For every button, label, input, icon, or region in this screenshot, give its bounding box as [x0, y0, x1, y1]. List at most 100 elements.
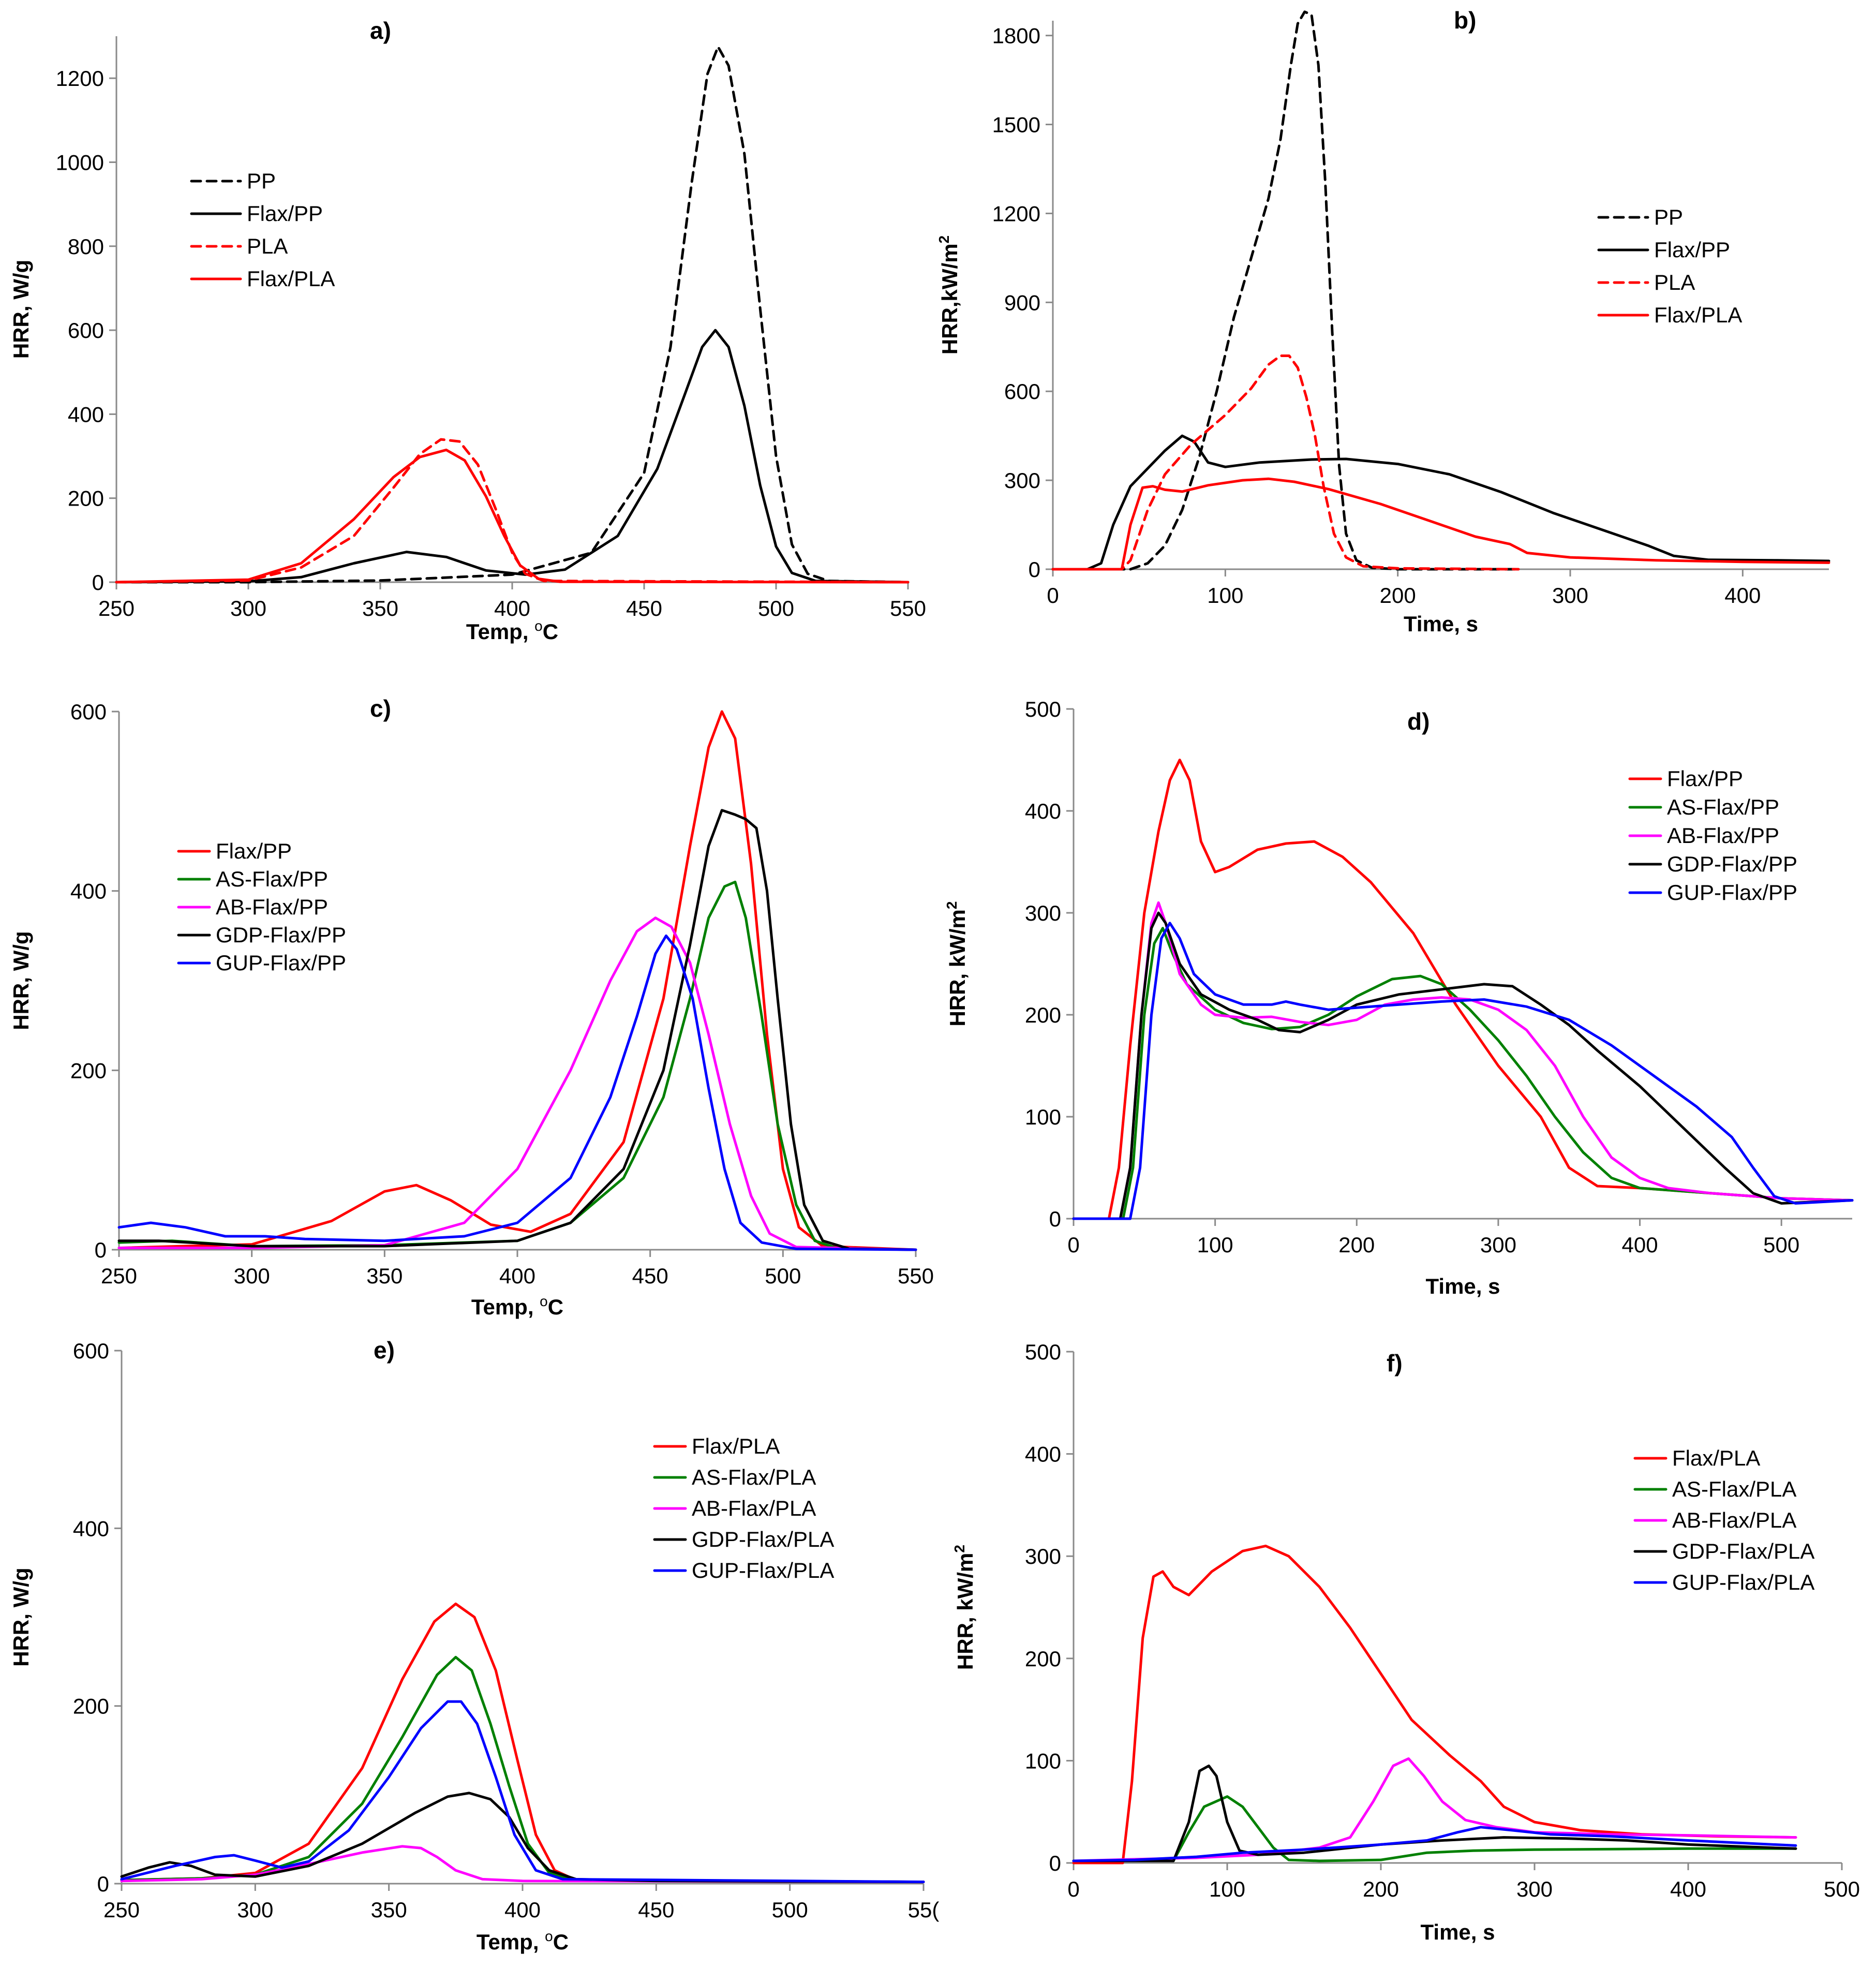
x-tick-label: 200 — [1363, 1877, 1399, 1901]
legend-label: Flax/PLA — [247, 267, 335, 291]
panel-a: 0 200 400 600 800 1000 1200 250 300 350 400 450 500 5… — [9, 17, 926, 644]
series-line — [1072, 901, 1854, 1220]
x-tick-label: 200 — [1338, 1233, 1375, 1257]
x-tick-label: 450 — [626, 596, 662, 620]
y-tick-label: 400 — [73, 1516, 109, 1541]
series-line — [1072, 1764, 1797, 1862]
series-line — [115, 45, 910, 584]
x-axis-title: Temp, oC — [466, 618, 558, 644]
legend-label: AS-Flax/PP — [216, 867, 328, 891]
x-tick-label: 250 — [101, 1264, 137, 1288]
y-axis-title: HRR, W/g — [9, 931, 33, 1030]
series-line — [115, 438, 910, 584]
x-tick-label: 100 — [1207, 583, 1243, 608]
y-tick-label: 600 — [68, 318, 104, 343]
legend-label: Flax/PLA — [692, 1434, 780, 1458]
legend-label: Flax/PLA — [1654, 303, 1742, 327]
x-tick-label: 100 — [1209, 1877, 1245, 1901]
series-line — [1072, 927, 1854, 1220]
panel-b: 0 300 600 900 1200 1500 1800 0 100 200 300 400 b) Tim… — [936, 7, 1830, 636]
x-tick-label: 450 — [638, 1898, 674, 1922]
series-line — [115, 448, 910, 584]
y-tick-label: 600 — [70, 700, 107, 724]
legend-label: Flax/PP — [1667, 766, 1743, 791]
legend-label: PP — [1654, 205, 1683, 229]
series-line — [1072, 1544, 1797, 1865]
series-line — [1051, 434, 1830, 571]
series-line — [1072, 922, 1854, 1220]
x-axis-title: Temp, oC — [471, 1293, 563, 1319]
legend-label: AB-Flax/PP — [1667, 823, 1779, 848]
series-line — [1051, 10, 1520, 571]
x-tick-label: 500 — [765, 1264, 801, 1288]
panel-title: f) — [1387, 1350, 1403, 1377]
x-tick-label: 350 — [366, 1264, 403, 1288]
y-tick-label: 200 — [68, 486, 104, 511]
series-line — [117, 809, 917, 1251]
y-tick-label: 200 — [1025, 1003, 1061, 1027]
panel-title: a) — [370, 17, 391, 44]
x-tick-label: 0 — [1047, 583, 1059, 608]
y-tick-label: 500 — [1025, 697, 1061, 721]
panel-title: d) — [1407, 708, 1430, 735]
y-tick-label: 1200 — [56, 66, 104, 91]
x-tick-label: 0 — [1067, 1233, 1079, 1257]
y-tick-label: 500 — [1025, 1340, 1061, 1364]
series-line — [1072, 1795, 1797, 1862]
panel-title: c) — [370, 695, 391, 722]
legend-label: Flax/PP — [247, 201, 323, 226]
x-tick-label: 400 — [504, 1898, 541, 1922]
legend-label: GDP-Flax/PP — [1667, 852, 1797, 876]
x-tick-label: 250 — [98, 596, 135, 620]
y-tick-label: 0 — [92, 570, 104, 595]
y-axis-title: HRR,kW/m2 — [936, 235, 962, 354]
x-tick-label: 550 — [898, 1264, 934, 1288]
x-tick-label: 400 — [499, 1264, 535, 1288]
x-tick-label: 200 — [1380, 583, 1416, 608]
x-axis-title: Temp, oC — [477, 1928, 569, 1954]
panel-title: e) — [374, 1337, 395, 1364]
y-tick-label: 200 — [1025, 1647, 1061, 1671]
legend-label: GDP-Flax/PLA — [1672, 1539, 1814, 1563]
legend-label: GUP-Flax/PLA — [1672, 1570, 1814, 1594]
x-tick-label: 350 — [362, 596, 398, 620]
x-tick-label: 400 — [494, 596, 530, 620]
y-tick-label: 0 — [1049, 1207, 1061, 1231]
legend-label: PP — [247, 169, 276, 193]
y-tick-label: 400 — [1025, 799, 1061, 823]
y-tick-label: 400 — [70, 879, 107, 904]
x-axis-title: Time, s — [1404, 612, 1478, 636]
x-tick-label: 500 — [1763, 1233, 1799, 1257]
x-tick-label: 350 — [371, 1898, 407, 1922]
x-tick-label: 300 — [230, 596, 266, 620]
series-line — [1072, 759, 1854, 1220]
series-line — [120, 1700, 925, 1884]
legend-label: AS-Flax/PP — [1667, 795, 1779, 819]
x-tick-label: 400 — [1670, 1877, 1706, 1901]
legend-label: AB-Flax/PLA — [692, 1496, 816, 1520]
legend-label: GUP-Flax/PP — [1667, 880, 1797, 905]
y-tick-label: 1500 — [992, 113, 1040, 137]
y-tick-label: 1200 — [992, 201, 1040, 226]
legend-label: AS-Flax/PLA — [1672, 1477, 1796, 1501]
x-tick-label: 500 — [772, 1898, 808, 1922]
y-tick-label: 0 — [1049, 1851, 1061, 1875]
series-line — [117, 916, 917, 1251]
legend-label: Flax/PP — [216, 839, 292, 863]
y-tick-label: 100 — [1025, 1105, 1061, 1129]
legend-label: GUP-Flax/PLA — [692, 1558, 834, 1582]
y-tick-label: 400 — [1025, 1442, 1061, 1467]
x-tick-label: 300 — [1480, 1233, 1516, 1257]
x-tick-label: 400 — [1622, 1233, 1658, 1257]
y-tick-label: 100 — [1025, 1749, 1061, 1773]
legend-label: PLA — [247, 234, 288, 258]
x-tick-label: 300 — [237, 1898, 273, 1922]
series-line — [120, 1602, 925, 1884]
series-line — [115, 329, 910, 584]
legend-label: PLA — [1654, 270, 1695, 294]
panel-title: b) — [1454, 7, 1476, 34]
legend-label: GUP-Flax/PP — [216, 951, 346, 975]
x-tick-label: 55( — [908, 1898, 940, 1922]
series-line — [1051, 354, 1520, 571]
panel-f: 0 100 200 300 400 500 0 100 200 300 400 500 f) Time, … — [951, 1340, 1860, 1944]
